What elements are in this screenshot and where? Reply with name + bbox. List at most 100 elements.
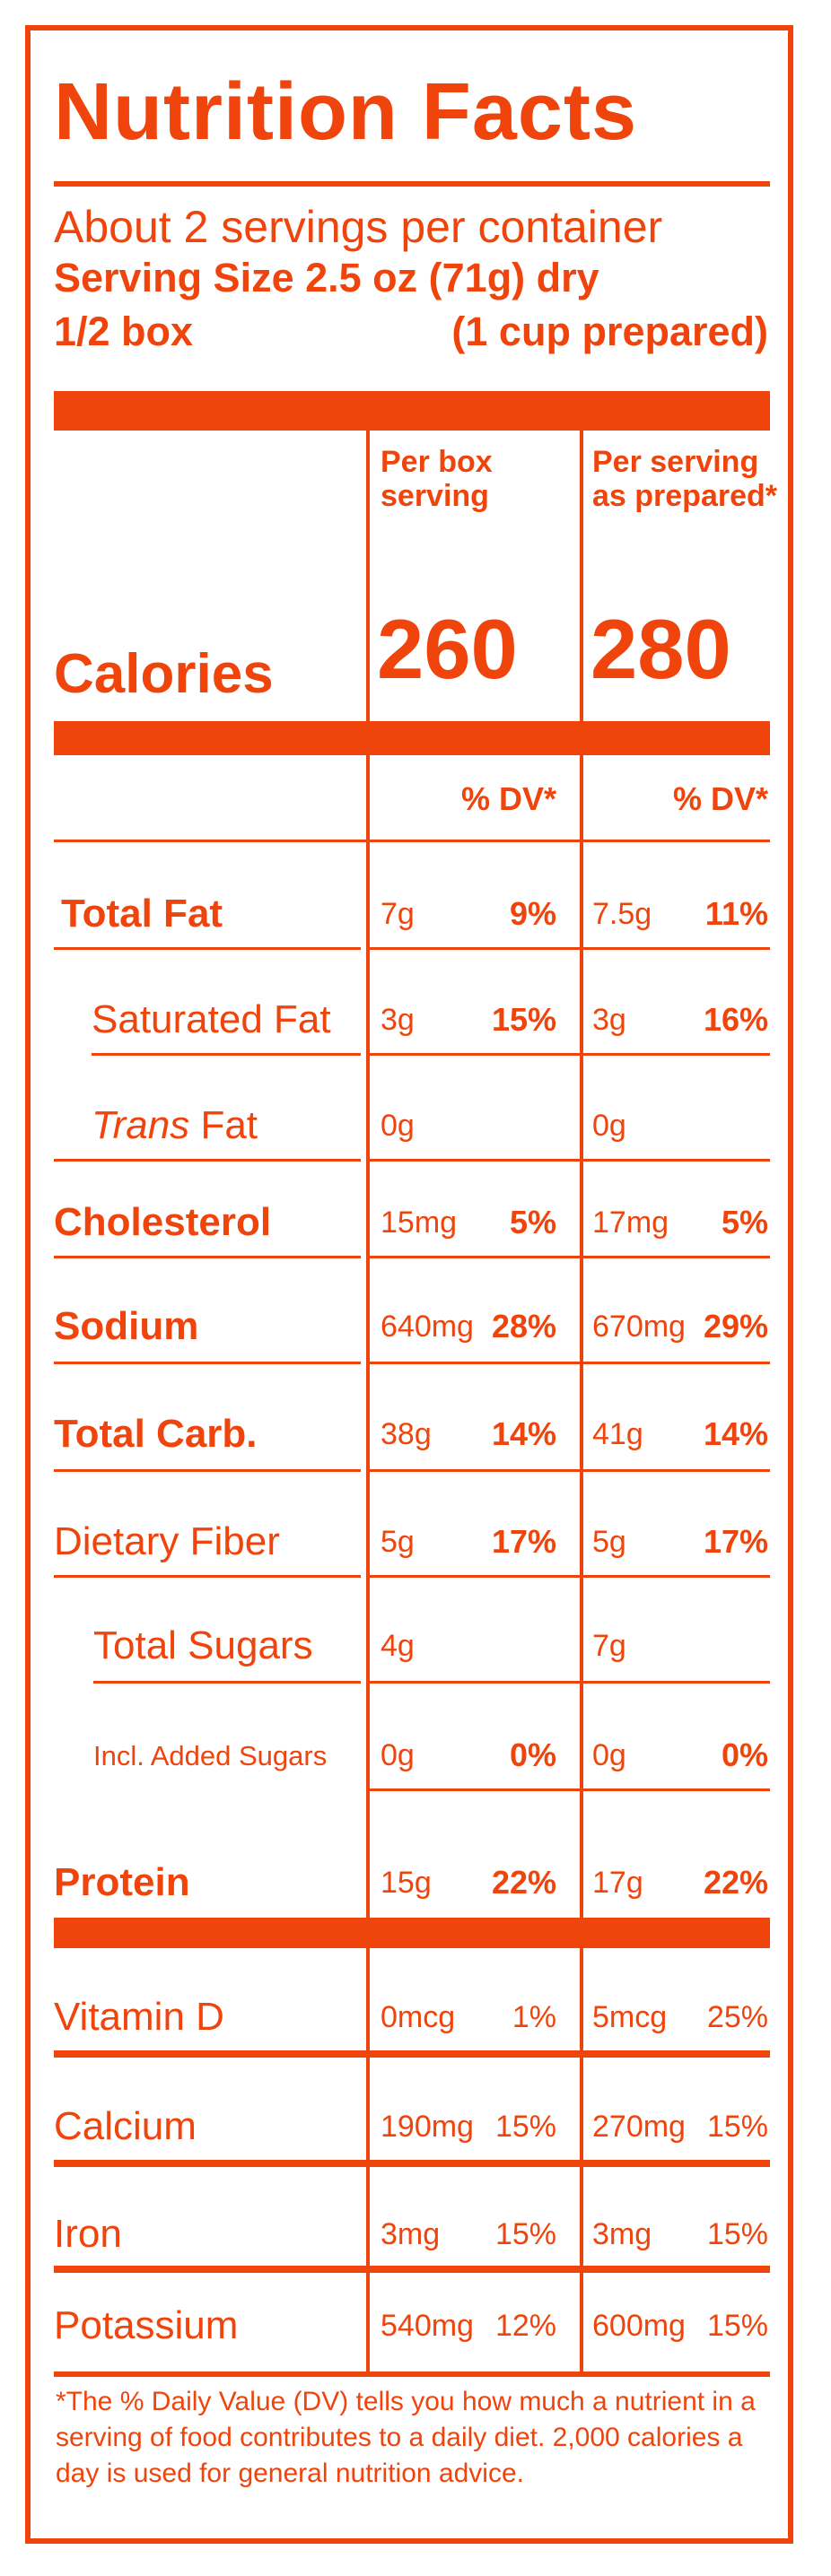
vitamin-amount2-calcium: 270mg (592, 2110, 686, 2144)
calories-col1: 260 (377, 602, 518, 696)
row-rule (93, 1681, 361, 1684)
calories-col2: 280 (590, 602, 731, 696)
vitamin-amount2-potassium: 600mg (592, 2309, 686, 2343)
nutrient-dv1-sodium: 28% (491, 1308, 556, 1345)
thick-bar-protein (54, 1918, 770, 1948)
row-rule (370, 1788, 770, 1791)
row-rule (54, 947, 361, 950)
nutrient-dv2-sodium: 29% (703, 1308, 768, 1345)
nutrient-dv2-cholesterol: 5% (721, 1204, 768, 1240)
vitamin-dv2-vitamin-d: 25% (706, 2000, 768, 2034)
serving-size-prepared: (1 cup prepared) (451, 309, 768, 354)
row-rule (370, 1575, 770, 1578)
nutrient-dv1-added-sugars: 0% (509, 1736, 556, 1773)
row-rule (54, 1575, 361, 1578)
nutrient-amount2-added-sugars: 0g (592, 1738, 626, 1772)
vitamin-dv2-potassium: 15% (706, 2309, 768, 2343)
servings-per-container: About 2 servings per container (54, 202, 663, 252)
nutrient-dv2-protein: 22% (703, 1864, 768, 1901)
row-rule (370, 947, 770, 950)
nutrient-dv1-saturated-fat: 15% (491, 1001, 556, 1038)
nutrient-dv1-dietary-fiber: 17% (491, 1523, 556, 1560)
row-rule (54, 1159, 361, 1162)
nutrient-amount1-total-sugars: 4g (381, 1629, 415, 1663)
row-rule (370, 1469, 770, 1472)
nutrient-name-cholesterol: Cholesterol (54, 1200, 272, 1244)
vitamin-name-iron: Iron (54, 2212, 122, 2256)
vitamin-rule (54, 2266, 770, 2273)
nutrient-amount2-trans-fat: 0g (592, 1109, 626, 1143)
row-rule (370, 1159, 770, 1162)
nutrient-dv2-dietary-fiber: 17% (703, 1523, 768, 1560)
nutrient-amount1-total-carb: 38g (381, 1417, 432, 1451)
calories-label: Calories (54, 643, 274, 705)
dv-header-rule (54, 840, 770, 842)
nutrient-amount2-saturated-fat: 3g (592, 1003, 626, 1037)
column-divider-1 (366, 431, 370, 2375)
footnote: *The % Daily Value (DV) tells you how mu… (56, 2387, 756, 2488)
row-rule (54, 1469, 361, 1472)
serving-size-amount: 1/2 box (54, 309, 194, 354)
vitamin-name-potassium: Potassium (54, 2303, 239, 2347)
nutrient-amount1-saturated-fat: 3g (381, 1003, 415, 1037)
dv-header-col1: % DV* (460, 780, 556, 817)
vitamin-amount1-vitamin-d: 0mcg (381, 2000, 456, 2034)
column-divider-2 (580, 431, 583, 2375)
nutrient-amount2-total-sugars: 7g (592, 1629, 626, 1663)
row-rule (54, 1362, 361, 1364)
column-header-1: Per box serving (381, 445, 493, 513)
nutrient-dv1-total-fat: 9% (509, 895, 556, 932)
serving-size: Serving Size 2.5 oz (71g) dry (54, 255, 599, 300)
nutrient-amount1-cholesterol: 15mg (381, 1205, 458, 1240)
vitamin-name-vitamin-d: Vitamin D (54, 1995, 224, 2039)
nutrient-name-total-sugars: Total Sugars (93, 1623, 313, 1667)
nutrient-dv2-total-fat: 11% (704, 895, 768, 932)
nutrient-dv1-cholesterol: 5% (509, 1204, 556, 1240)
footnote-rule (54, 2371, 770, 2377)
row-rule (370, 1681, 770, 1684)
nutrient-amount1-added-sugars: 0g (381, 1738, 415, 1772)
nutrient-dv2-total-carb: 14% (703, 1415, 768, 1452)
nutrient-name-total-fat: Total Fat (61, 892, 223, 936)
nutrient-dv2-saturated-fat: 16% (703, 1001, 768, 1038)
row-rule (370, 1256, 770, 1258)
nutrient-amount2-total-carb: 41g (592, 1417, 643, 1451)
vitamin-dv2-calcium: 15% (706, 2110, 768, 2144)
vitamin-amount2-vitamin-d: 5mcg (592, 2000, 668, 2034)
nutrient-amount2-protein: 17g (592, 1866, 643, 1900)
thick-bar-calories (54, 721, 770, 755)
thick-bar-top (54, 391, 770, 431)
nutrient-name-sodium: Sodium (54, 1304, 199, 1348)
nutrient-name-protein: Protein (54, 1860, 190, 1904)
nutrient-dv1-total-carb: 14% (491, 1415, 556, 1452)
vitamin-amount1-iron: 3mg (381, 2217, 441, 2251)
nutrient-amount1-total-fat: 7g (381, 897, 415, 931)
dv-header-col2: % DV* (672, 780, 768, 817)
nutrient-amount1-trans-fat: 0g (381, 1109, 415, 1143)
vitamin-amount1-calcium: 190mg (381, 2110, 474, 2144)
vitamin-dv1-iron: 15% (494, 2217, 556, 2251)
nutrient-amount1-sodium: 640mg (381, 1310, 474, 1344)
trans-rest: Fat (189, 1103, 258, 1147)
vitamin-rule (54, 2160, 770, 2167)
trans-italic: Trans (92, 1103, 190, 1147)
vitamin-amount2-iron: 3mg (592, 2217, 652, 2251)
nutrient-name-trans-fat: Trans Fat (92, 1103, 258, 1148)
row-rule (54, 1256, 361, 1258)
nutrient-amount2-dietary-fiber: 5g (592, 1525, 626, 1559)
row-rule (92, 1053, 361, 1056)
vitamin-dv1-potassium: 12% (494, 2309, 556, 2343)
nutrition-label: Nutrition Facts About 2 servings per con… (25, 25, 793, 2544)
vitamin-amount1-potassium: 540mg (381, 2309, 474, 2343)
column-header-2: Per serving as prepared* (592, 445, 777, 513)
title-rule (54, 181, 770, 187)
nutrient-dv2-added-sugars: 0% (721, 1736, 768, 1773)
nutrient-amount1-dietary-fiber: 5g (381, 1525, 415, 1559)
label-title: Nutrition Facts (54, 67, 638, 157)
vitamin-rule (54, 2050, 770, 2058)
nutrient-name-saturated-fat: Saturated Fat (92, 997, 331, 1041)
vitamin-name-calcium: Calcium (54, 2104, 197, 2148)
nutrient-dv1-protein: 22% (491, 1864, 556, 1901)
vitamin-dv2-iron: 15% (706, 2217, 768, 2251)
vitamin-dv1-calcium: 15% (494, 2110, 556, 2144)
